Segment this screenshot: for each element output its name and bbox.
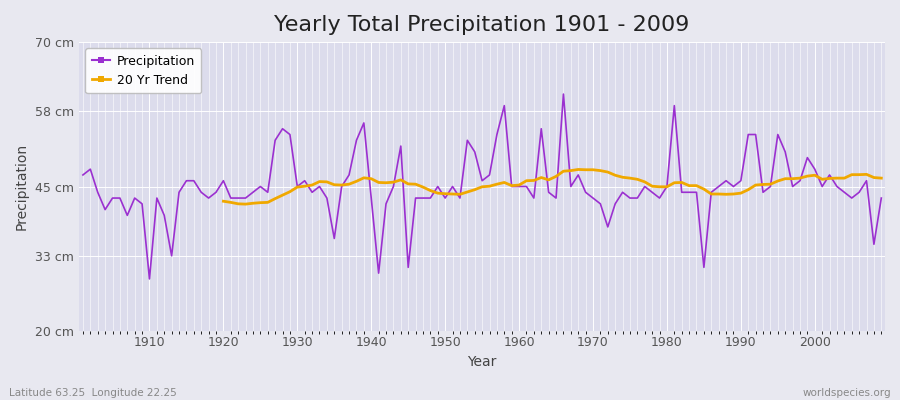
Title: Yearly Total Precipitation 1901 - 2009: Yearly Total Precipitation 1901 - 2009 — [274, 15, 689, 35]
Text: worldspecies.org: worldspecies.org — [803, 388, 891, 398]
X-axis label: Year: Year — [467, 355, 497, 369]
Y-axis label: Precipitation: Precipitation — [15, 143, 29, 230]
Text: Latitude 63.25  Longitude 22.25: Latitude 63.25 Longitude 22.25 — [9, 388, 176, 398]
Legend: Precipitation, 20 Yr Trend: Precipitation, 20 Yr Trend — [86, 48, 202, 93]
